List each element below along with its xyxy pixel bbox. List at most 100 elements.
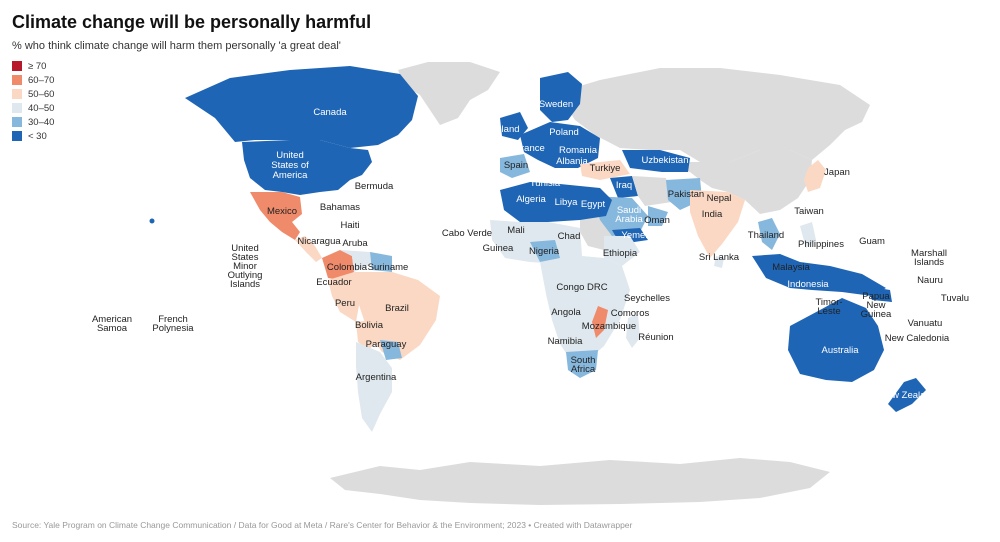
- nigeria-region: [530, 240, 560, 262]
- label-uzbekistan: Uzbekistan: [642, 155, 689, 166]
- new-zealand-region: [888, 378, 926, 412]
- philippines-region: [800, 222, 816, 248]
- paraguay-region: [380, 340, 402, 360]
- uzbekistan-region: [622, 150, 690, 172]
- legend-item: ≥ 70: [12, 59, 54, 73]
- legend-item: 50–60: [12, 87, 54, 101]
- label-argentina: Argentina: [356, 372, 397, 383]
- label-angola: Angola: [551, 307, 581, 318]
- ethiopia-region: [604, 236, 640, 266]
- bolivia-region: [356, 320, 380, 350]
- mozambique-region: [592, 306, 608, 338]
- chart-title: Climate change will be personally harmfu…: [12, 12, 372, 32]
- legend-swatch: [12, 61, 22, 71]
- label-sri-lanka: Sri Lanka: [699, 252, 740, 263]
- label-reunion: Réunion: [638, 332, 673, 343]
- india-region: [690, 190, 745, 258]
- label-colombia: Colombia: [327, 262, 368, 273]
- usa-region: [242, 140, 372, 195]
- label-india: India: [702, 209, 723, 220]
- label-papua-new-guinea: Papua New Guinea: [861, 291, 892, 320]
- label-algeria: Algeria: [516, 194, 546, 205]
- label-thailand: Thailand: [748, 230, 784, 241]
- peru-region: [328, 272, 360, 322]
- australia-region: [788, 298, 884, 382]
- legend: ≥ 70 60–70 50–60 40–50 30–40 < 30: [12, 59, 54, 143]
- label-oman: Oman: [644, 215, 670, 226]
- label-timor-leste: Timor-Leste: [815, 297, 842, 317]
- legend-label: ≥ 70: [28, 60, 47, 72]
- label-vanuatu: Vanuatu: [908, 318, 943, 329]
- label-australia: Australia: [822, 345, 860, 356]
- label-spain: Spain: [504, 160, 528, 171]
- legend-label: < 30: [28, 130, 47, 142]
- label-cabo-verde: Cabo Verde: [442, 228, 492, 239]
- label-new-zealand: New Zealand: [880, 390, 936, 401]
- legend-swatch: [12, 131, 22, 141]
- colombia-region: [322, 250, 354, 280]
- scandinavia-region: [540, 72, 582, 122]
- asia-nodata-region: [660, 150, 812, 214]
- label-mexico: Mexico: [267, 206, 297, 217]
- label-brazil: Brazil: [385, 303, 409, 314]
- label-guinea: Guinea: [483, 243, 514, 254]
- legend-swatch: [12, 75, 22, 85]
- legend-swatch: [12, 103, 22, 113]
- label-suriname: Suriname: [368, 262, 409, 273]
- greenland-region: [398, 62, 500, 125]
- europe-main-region: [520, 122, 600, 168]
- hawaii-region: [149, 218, 155, 224]
- antarctica-region: [330, 458, 830, 505]
- label-comoros: Comoros: [611, 308, 650, 319]
- label-yemen: Yemen: [621, 230, 650, 241]
- label-japan: Japan: [824, 167, 850, 178]
- label-bermuda: Bermuda: [355, 181, 394, 192]
- label-france: France: [515, 143, 545, 154]
- label-nigeria: Nigeria: [529, 246, 560, 257]
- label-nauru: Nauru: [917, 275, 943, 286]
- legend-label: 60–70: [28, 74, 55, 86]
- label-us-minor: United States Minor Outlying Islands: [228, 243, 263, 290]
- legend-swatch: [12, 89, 22, 99]
- label-ecuador: Ecuador: [316, 277, 351, 288]
- label-peru: Peru: [335, 298, 355, 309]
- label-chad: Chad: [558, 231, 581, 242]
- legend-item: 30–40: [12, 115, 54, 129]
- legend-label: 30–40: [28, 116, 55, 128]
- japan-region: [804, 160, 826, 192]
- madagascar-region: [626, 314, 640, 348]
- label-marshall-islands: Marshall Islands: [911, 248, 947, 268]
- label-aruba: Aruba: [342, 238, 368, 249]
- label-saudi-arabia: Saudi Arabia: [615, 205, 643, 225]
- legend-item: 40–50: [12, 101, 54, 115]
- south-africa-region: [566, 350, 598, 378]
- label-mali: Mali: [507, 225, 524, 236]
- label-tuvalu: Tuvalu: [941, 293, 969, 304]
- label-iraq: Iraq: [616, 180, 632, 191]
- oman-region: [648, 206, 668, 226]
- label-libya: Libya: [555, 197, 578, 208]
- turkiye-region: [580, 160, 630, 180]
- label-french-polynesia: French Polynesia: [152, 314, 194, 334]
- label-namibia: Namibia: [548, 336, 584, 347]
- label-indonesia: Indonesia: [787, 279, 829, 290]
- label-paraguay: Paraguay: [366, 339, 407, 350]
- label-malaysia: Malaysia: [772, 262, 810, 273]
- legend-label: 40–50: [28, 102, 55, 114]
- label-bolivia: Bolivia: [355, 320, 384, 331]
- label-turkiye: Turkiye: [590, 163, 621, 174]
- label-albania: Albania: [556, 156, 588, 167]
- label-sweden: Sweden: [539, 99, 573, 110]
- spain-region: [500, 154, 530, 178]
- label-nicaragua: Nicaragua: [297, 236, 341, 247]
- label-romania: Romania: [559, 145, 598, 156]
- label-new-caledonia: New Caledonia: [885, 333, 950, 344]
- legend-label: 50–60: [28, 88, 55, 100]
- legend-swatch: [12, 117, 22, 127]
- legend-item: < 30: [12, 129, 54, 143]
- label-tunisia: Tunisia: [530, 178, 561, 189]
- label-bahamas: Bahamas: [320, 202, 360, 213]
- chart-subtitle: % who think climate change will harm the…: [12, 40, 341, 52]
- thailand-region: [758, 218, 780, 250]
